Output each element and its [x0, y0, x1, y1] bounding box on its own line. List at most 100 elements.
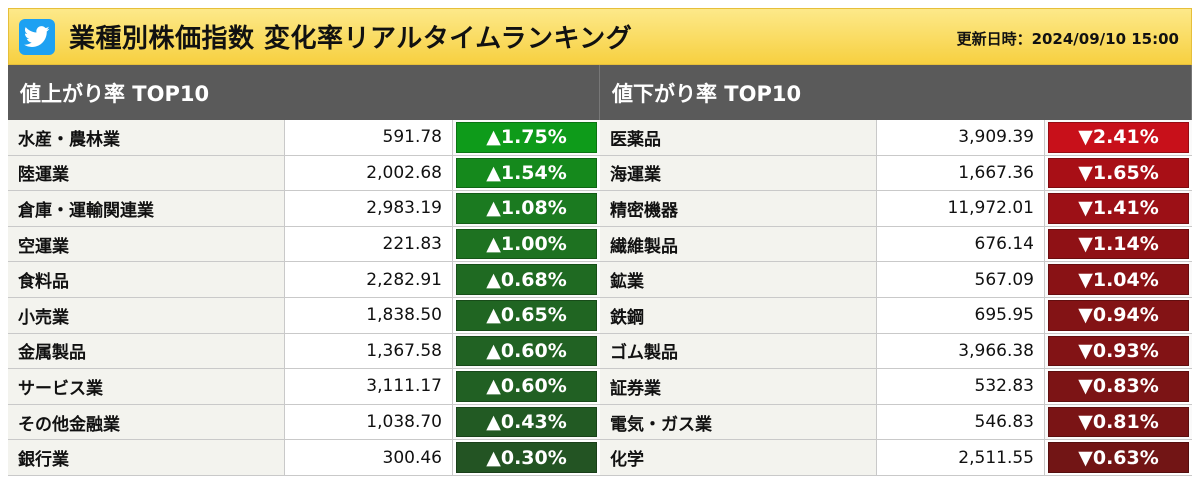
sector-name: 海運業	[600, 155, 877, 191]
index-value: 546.83	[877, 404, 1045, 440]
table-row[interactable]: 陸運業 2,002.68 ▲1.54%	[8, 155, 600, 192]
change-badge: ▼1.65%	[1048, 157, 1189, 189]
change-badge: ▼1.14%	[1048, 228, 1189, 260]
table-row[interactable]: 鉱業 567.09 ▼1.04%	[600, 262, 1192, 298]
sector-name: 銀行業	[8, 440, 285, 475]
ranking-panels: 値上がり率 TOP10 水産・農林業 591.78 ▲1.75% 陸運業 2,002.6…	[8, 65, 1192, 476]
table-row[interactable]: 繊維製品 676.14 ▼1.14%	[600, 226, 1192, 263]
table-row[interactable]: 精密機器 11,972.01 ▼1.41%	[600, 191, 1192, 227]
change-cell: ▼1.04%	[1045, 262, 1192, 297]
index-value: 3,909.39	[877, 120, 1045, 155]
change-cell: ▼2.41%	[1045, 120, 1192, 155]
change-cell: ▲0.30%	[453, 440, 600, 475]
change-cell: ▲0.68%	[453, 262, 600, 297]
twitter-bird-shape	[24, 25, 50, 47]
table-row[interactable]: 倉庫・運輸関連業 2,983.19 ▲1.08%	[8, 191, 600, 227]
table-row[interactable]: 化学 2,511.55 ▼0.63%	[600, 440, 1192, 476]
index-value: 2,002.68	[285, 155, 453, 191]
twitter-icon[interactable]	[19, 18, 55, 55]
index-value: 1,038.70	[285, 404, 453, 440]
change-badge: ▲1.08%	[456, 193, 597, 224]
table-row[interactable]: 鉄鋼 695.95 ▼0.94%	[600, 297, 1192, 334]
index-value: 591.78	[285, 120, 453, 155]
change-badge: ▲0.60%	[456, 371, 597, 402]
index-value: 300.46	[285, 440, 453, 475]
losers-panel: 値下がり率 TOP10 医薬品 3,909.39 ▼2.41% 海運業 1,667.36…	[600, 65, 1192, 476]
index-value: 676.14	[877, 226, 1045, 262]
index-value: 1,667.36	[877, 155, 1045, 191]
change-badge: ▼1.41%	[1048, 193, 1189, 224]
table-row[interactable]: サービス業 3,111.17 ▲0.60%	[8, 369, 600, 405]
change-cell: ▼0.93%	[1045, 334, 1192, 369]
index-value: 3,111.17	[285, 369, 453, 404]
table-row[interactable]: 電気・ガス業 546.83 ▼0.81%	[600, 404, 1192, 441]
change-badge: ▲1.00%	[456, 228, 597, 260]
change-badge: ▲1.54%	[456, 157, 597, 189]
change-badge: ▼0.81%	[1048, 406, 1189, 438]
table-row[interactable]: 医薬品 3,909.39 ▼2.41%	[600, 120, 1192, 156]
sector-name: 水産・農林業	[8, 120, 285, 155]
change-cell: ▼0.63%	[1045, 440, 1192, 475]
index-value: 2,282.91	[285, 262, 453, 297]
table-row[interactable]: 水産・農林業 591.78 ▲1.75%	[8, 120, 600, 156]
index-value: 221.83	[285, 226, 453, 262]
index-value: 567.09	[877, 262, 1045, 297]
change-badge: ▲1.75%	[456, 122, 597, 153]
sector-name: 化学	[600, 440, 877, 475]
change-cell: ▲1.75%	[453, 120, 600, 155]
index-value: 532.83	[877, 369, 1045, 404]
losers-list: 医薬品 3,909.39 ▼2.41% 海運業 1,667.36 ▼1.65% 精密機器 11…	[600, 120, 1192, 476]
index-value: 2,983.19	[285, 191, 453, 226]
sector-name: 電気・ガス業	[600, 404, 877, 440]
table-row[interactable]: 証券業 532.83 ▼0.83%	[600, 369, 1192, 405]
index-value: 2,511.55	[877, 440, 1045, 475]
index-value: 1,367.58	[285, 333, 453, 369]
table-row[interactable]: 海運業 1,667.36 ▼1.65%	[600, 155, 1192, 192]
sector-name: その他金融業	[8, 404, 285, 440]
sector-name: 鉄鋼	[600, 297, 877, 333]
change-cell: ▼0.94%	[1045, 298, 1192, 333]
index-value: 1,838.50	[285, 297, 453, 333]
sector-name: 鉱業	[600, 262, 877, 297]
sector-name: 陸運業	[8, 155, 285, 191]
sector-name: 空運業	[8, 226, 285, 262]
table-row[interactable]: 銀行業 300.46 ▲0.30%	[8, 440, 600, 476]
sector-name: 金属製品	[8, 333, 285, 369]
gainers-heading: 値上がり率 TOP10	[8, 65, 600, 120]
change-badge: ▲0.43%	[456, 406, 597, 438]
change-cell: ▼1.65%	[1045, 156, 1192, 191]
change-badge: ▲0.65%	[456, 299, 597, 331]
ranking-widget: 業種別株価指数 変化率リアルタイムランキング 更新日時：2024/09/10 1…	[8, 8, 1192, 479]
change-badge: ▼1.04%	[1048, 264, 1189, 295]
change-cell: ▲1.00%	[453, 227, 600, 262]
losers-heading: 値下がり率 TOP10	[600, 65, 1192, 120]
table-row[interactable]: 金属製品 1,367.58 ▲0.60%	[8, 333, 600, 370]
index-value: 11,972.01	[877, 191, 1045, 226]
change-cell: ▼1.41%	[1045, 191, 1192, 226]
sector-name: 精密機器	[600, 191, 877, 226]
change-badge: ▼0.83%	[1048, 371, 1189, 402]
change-badge: ▲0.60%	[456, 335, 597, 367]
change-cell: ▲1.54%	[453, 156, 600, 191]
change-cell: ▲0.60%	[453, 334, 600, 369]
sector-name: 医薬品	[600, 120, 877, 155]
sector-name: 倉庫・運輸関連業	[8, 191, 285, 226]
change-badge: ▲0.68%	[456, 264, 597, 295]
change-badge: ▼0.94%	[1048, 299, 1189, 331]
change-cell: ▲0.60%	[453, 369, 600, 404]
sector-name: サービス業	[8, 369, 285, 404]
table-row[interactable]: 小売業 1,838.50 ▲0.65%	[8, 297, 600, 334]
change-cell: ▲0.43%	[453, 405, 600, 440]
table-row[interactable]: その他金融業 1,038.70 ▲0.43%	[8, 404, 600, 441]
updated-timestamp: 更新日時：2024/09/10 15:00	[956, 30, 1179, 48]
sector-name: 繊維製品	[600, 226, 877, 262]
table-row[interactable]: 空運業 221.83 ▲1.00%	[8, 226, 600, 263]
index-value: 695.95	[877, 297, 1045, 333]
change-cell: ▲0.65%	[453, 298, 600, 333]
index-value: 3,966.38	[877, 333, 1045, 369]
change-cell: ▼1.14%	[1045, 227, 1192, 262]
gainers-panel: 値上がり率 TOP10 水産・農林業 591.78 ▲1.75% 陸運業 2,002.6…	[8, 65, 600, 476]
sector-name: 食料品	[8, 262, 285, 297]
table-row[interactable]: 食料品 2,282.91 ▲0.68%	[8, 262, 600, 298]
table-row[interactable]: ゴム製品 3,966.38 ▼0.93%	[600, 333, 1192, 370]
